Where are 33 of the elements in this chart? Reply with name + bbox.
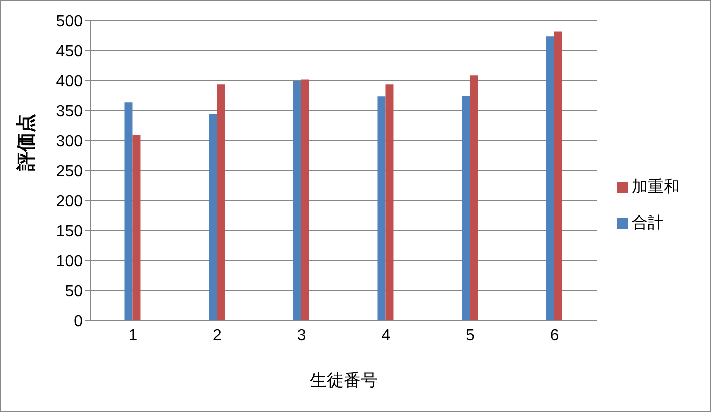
bar — [554, 32, 562, 321]
y-tick-label: 350 — [56, 104, 84, 121]
y-tick-label: 150 — [56, 224, 84, 241]
bar — [209, 114, 218, 321]
bar — [217, 84, 226, 321]
bar — [378, 96, 386, 321]
x-tick-label: 3 — [297, 327, 306, 344]
y-tick-label: 50 — [65, 284, 84, 301]
x-tick-label: 5 — [466, 327, 476, 344]
y-tick-label: 200 — [56, 194, 84, 211]
bar — [546, 36, 554, 321]
bar — [386, 84, 394, 321]
bar — [293, 81, 302, 321]
y-tick-label: 0 — [74, 314, 84, 331]
y-tick-label: 100 — [56, 254, 84, 271]
bar — [132, 135, 141, 321]
x-tick-label: 4 — [382, 327, 391, 344]
y-tick-label: 300 — [56, 134, 84, 151]
bar — [470, 76, 478, 321]
bar — [301, 80, 310, 321]
y-tick-label: 400 — [56, 74, 84, 91]
legend-label: 加重和 — [632, 179, 680, 196]
y-tick-label: 450 — [56, 44, 84, 61]
bar — [462, 96, 470, 321]
x-tick-label: 2 — [213, 327, 222, 344]
y-axis-title: 評価点 — [16, 114, 38, 172]
legend-label: 合計 — [632, 215, 664, 232]
x-tick-label: 6 — [550, 327, 560, 344]
x-axis-title: 生徒番号 — [310, 371, 378, 390]
y-tick-label: 250 — [56, 164, 84, 181]
x-tick-label: 1 — [128, 327, 138, 344]
bar — [124, 102, 133, 321]
y-tick-label: 500 — [56, 14, 84, 31]
